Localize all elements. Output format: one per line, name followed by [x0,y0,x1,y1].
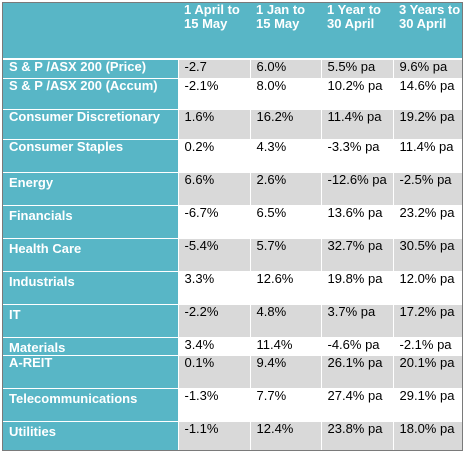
cell-value: -6.7% [177,205,250,239]
cell-value: -12.6% pa [320,172,393,206]
performance-table: 1 April to 15 May 1 Jan to 15 May 1 Year… [3,3,462,450]
row-label: S & P /ASX 200 (Price) [3,59,178,79]
cell-value: 23.2% pa [392,205,462,239]
table-row: Consumer Staples 0.2% 4.3% -3.3% pa 11.4… [3,139,462,173]
cell-value: -1.1% [177,421,250,450]
cell-value: 12.6% [249,271,321,305]
cell-value: -3.3% pa [320,139,393,173]
cell-value: 0.2% [177,139,250,173]
cell-value: 17.2% pa [392,304,462,338]
cell-value: 5.5% pa [320,59,393,79]
cell-value: -2.1% pa [392,337,462,356]
row-label: Energy [3,172,178,206]
table-row: IT -2.2% 4.8% 3.7% pa 17.2% pa [3,304,462,338]
table-row: Industrials 3.3% 12.6% 19.8% pa 12.0% pa [3,271,462,305]
row-label: IT [3,304,178,338]
cell-value: -2.5% pa [392,172,462,206]
table-row: Telecommunications -1.3% 7.7% 27.4% pa 2… [3,388,462,422]
performance-table-frame: 1 April to 15 May 1 Jan to 15 May 1 Year… [2,2,463,451]
row-label: Industrials [3,271,178,305]
cell-value: 3.3% [177,271,250,305]
cell-value: 3.4% [177,337,250,356]
cell-value: 29.1% pa [392,388,462,422]
cell-value: 11.4% pa [320,109,393,140]
cell-value: 18.0% pa [392,421,462,450]
cell-value: 2.6% [249,172,321,206]
cell-value: 19.8% pa [320,271,393,305]
header-row: 1 April to 15 May 1 Jan to 15 May 1 Year… [3,3,462,60]
cell-value: 8.0% [249,78,321,110]
cell-value: -2.1% [177,78,250,110]
cell-value: -5.4% [177,238,250,272]
cell-value: 6.0% [249,59,321,79]
cell-value: 5.7% [249,238,321,272]
cell-value: 14.6% pa [392,78,462,110]
cell-value: 11.4% [249,337,321,356]
cell-value: 16.2% [249,109,321,140]
cell-value: 12.0% pa [392,271,462,305]
header-1-jan-to-15-may: 1 Jan to 15 May [250,3,321,60]
cell-value: -4.6% pa [320,337,393,356]
cell-value: 10.2% pa [320,78,393,110]
header-1-april-to-15-may: 1 April to 15 May [178,3,250,60]
cell-value: 23.8% pa [320,421,393,450]
cell-value: 12.4% [249,421,321,450]
header-corner [3,3,178,60]
table-row: Consumer Discretionary 1.6% 16.2% 11.4% … [3,109,462,140]
cell-value: 6.5% [249,205,321,239]
row-label: A-REIT [3,355,178,389]
row-label: Telecommunications [3,388,178,422]
row-label: Consumer Discretionary [3,109,178,140]
cell-value: 3.7% pa [320,304,393,338]
table-row: Materials 3.4% 11.4% -4.6% pa -2.1% pa [3,337,462,356]
table-row: Health Care -5.4% 5.7% 32.7% pa 30.5% pa [3,238,462,272]
cell-value: 4.3% [249,139,321,173]
row-label: Materials [3,337,178,356]
cell-value: -2.7 [177,59,250,79]
cell-value: 19.2% pa [392,109,462,140]
table-row: S & P /ASX 200 (Price) -2.7 6.0% 5.5% pa… [3,59,462,79]
table-row: Financials -6.7% 6.5% 13.6% pa 23.2% pa [3,205,462,239]
cell-value: 9.4% [249,355,321,389]
cell-value: 1.6% [177,109,250,140]
cell-value: 30.5% pa [392,238,462,272]
row-label: Health Care [3,238,178,272]
table-row: Energy 6.6% 2.6% -12.6% pa -2.5% pa [3,172,462,206]
cell-value: 6.6% [177,172,250,206]
row-label: Consumer Staples [3,139,178,173]
cell-value: 26.1% pa [320,355,393,389]
cell-value: 7.7% [249,388,321,422]
row-label: S & P /ASX 200 (Accum) [3,78,178,110]
cell-value: 20.1% pa [392,355,462,389]
cell-value: 11.4% pa [392,139,462,173]
row-label: Financials [3,205,178,239]
cell-value: 9.6% pa [392,59,462,79]
cell-value: 32.7% pa [320,238,393,272]
cell-value: -2.2% [177,304,250,338]
table-row: S & P /ASX 200 (Accum) -2.1% 8.0% 10.2% … [3,78,462,110]
cell-value: -1.3% [177,388,250,422]
cell-value: 13.6% pa [320,205,393,239]
table-row: Utilities -1.1% 12.4% 23.8% pa 18.0% pa [3,421,462,450]
cell-value: 27.4% pa [320,388,393,422]
table-row: A-REIT 0.1% 9.4% 26.1% pa 20.1% pa [3,355,462,389]
cell-value: 0.1% [177,355,250,389]
cell-value: 4.8% [249,304,321,338]
header-1-year-to-30-april: 1 Year to 30 April [321,3,393,60]
header-3-years-to-30-april: 3 Years to 30 April [393,3,462,60]
row-label: Utilities [3,421,178,450]
